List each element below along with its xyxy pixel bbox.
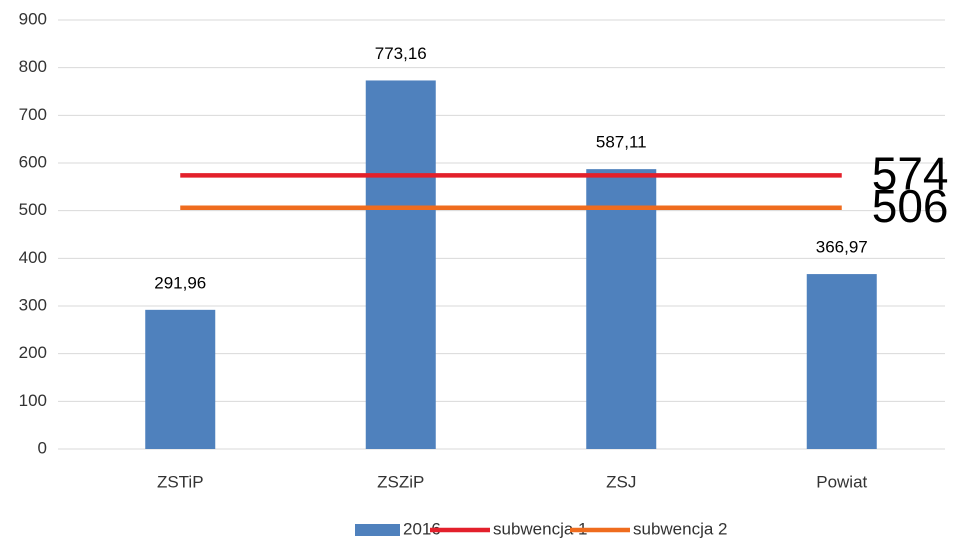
y-tick-label: 0 bbox=[38, 438, 47, 457]
legend-swatch bbox=[355, 524, 400, 536]
legend-label: 2016 bbox=[403, 519, 441, 538]
legend-label: subwencja 1 bbox=[493, 519, 588, 538]
value-label: 773,16 bbox=[375, 44, 427, 63]
y-tick-label: 800 bbox=[19, 57, 47, 76]
y-tick-label: 200 bbox=[19, 343, 47, 362]
y-tick-label: 600 bbox=[19, 152, 47, 171]
y-tick-label: 500 bbox=[19, 200, 47, 219]
y-tick-label: 700 bbox=[19, 105, 47, 124]
y-tick-label: 400 bbox=[19, 248, 47, 267]
x-tick-label: ZSJ bbox=[606, 472, 636, 491]
y-tick-label: 300 bbox=[19, 295, 47, 314]
bar bbox=[586, 169, 657, 449]
bar bbox=[365, 80, 436, 450]
end-label: 574 bbox=[872, 148, 949, 200]
bar bbox=[806, 274, 877, 449]
x-tick-label: Powiat bbox=[816, 472, 867, 491]
end-label: 506 bbox=[872, 180, 949, 232]
legend-label: subwencja 2 bbox=[633, 519, 728, 538]
x-tick-label: ZSTiP bbox=[157, 472, 204, 491]
value-label: 291,96 bbox=[154, 273, 206, 292]
y-tick-label: 900 bbox=[19, 9, 47, 28]
bar bbox=[145, 309, 216, 449]
value-label: 587,11 bbox=[596, 133, 647, 152]
y-tick-label: 100 bbox=[19, 391, 47, 410]
value-label: 366,97 bbox=[816, 238, 868, 257]
x-tick-label: ZSZiP bbox=[377, 472, 424, 491]
